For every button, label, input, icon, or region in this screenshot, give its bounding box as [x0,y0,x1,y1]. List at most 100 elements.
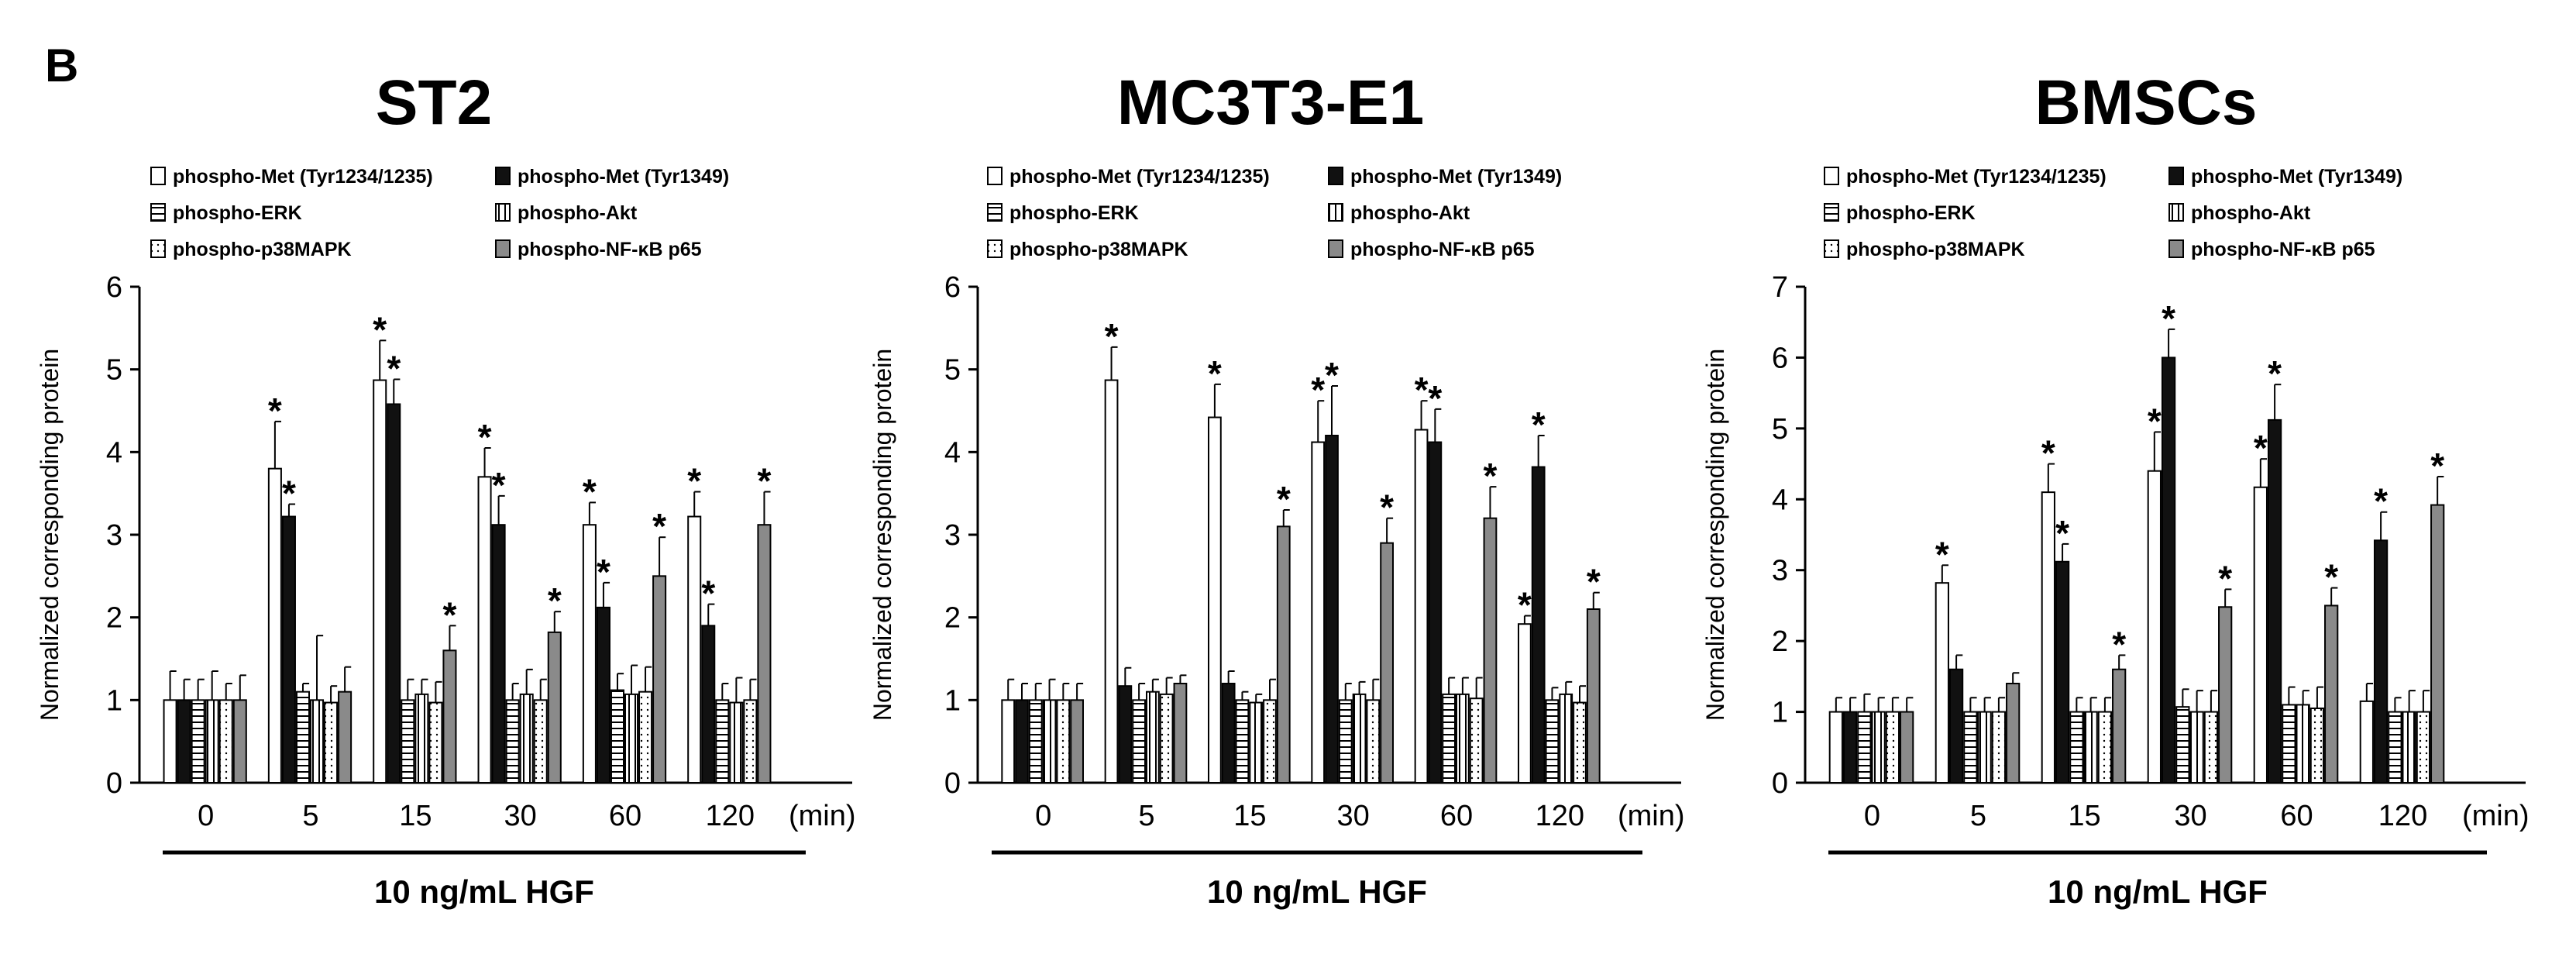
bar [652,575,667,784]
bar [2069,711,2084,784]
y-tick-label: 4 [1772,484,1788,516]
bar [1483,517,1498,784]
x-unit-label: (min) [789,800,856,832]
significance-marker: * [2162,298,2175,339]
x-tick-label: 15 [2068,800,2100,832]
x-tick-label: 0 [1035,800,1051,832]
significance-marker: * [1311,370,1325,410]
legend-label: phospho-NF-κB p65 [2191,239,2375,260]
bar [2282,704,2296,784]
bar [295,691,311,784]
bar [701,625,716,784]
y-tick-label: 0 [944,767,961,800]
y-tick-label: 0 [106,767,122,800]
bar [1900,711,1914,784]
bar [2161,356,2176,784]
y-tick-label: 0 [1772,767,1788,800]
panel-letter: B [45,40,79,91]
legend-label: phospho-ERK [173,202,302,224]
legend-swatch [495,239,511,258]
bar [1414,429,1429,784]
bar [2147,470,2162,784]
significance-marker: * [492,465,506,505]
legend-label: phospho-ERK [1009,202,1139,224]
legend-label: phospho-Met (Tyr1234/1235) [1846,166,2107,188]
bar [2324,604,2339,784]
bar [1469,697,1484,784]
legend-label: phospho-p38MAPK [1846,239,2025,260]
significance-marker: * [597,552,610,592]
bar [205,699,219,784]
legend-label: phospho-Akt [1350,202,1470,224]
significance-marker: * [2112,624,2126,664]
significance-marker: * [2374,481,2388,522]
bar [1104,379,1119,784]
bar [387,403,401,784]
bar [1235,699,1250,784]
y-axis-label: Normalized corresponding protein [1701,349,1729,721]
legend-swatch [987,203,1003,222]
legend-swatch [987,239,1003,258]
significance-marker: * [1532,405,1546,445]
x-unit-label: (min) [1618,800,1685,832]
legend-swatch [150,203,166,222]
bar [757,524,772,784]
bar [743,699,758,784]
x-tick-label: 0 [198,800,214,832]
bar [610,689,625,784]
bar [2430,504,2445,784]
bar [533,699,548,784]
bar [373,379,387,784]
bar [1380,542,1394,784]
y-tick-label: 2 [1772,625,1788,658]
bar [582,524,597,784]
legend-swatch [495,203,511,222]
x-tick-label: 60 [1440,800,1473,832]
y-tick-label: 2 [944,602,961,635]
legend-label: phospho-Met (Tyr1349) [2191,166,2402,188]
significance-marker: * [442,594,456,635]
y-tick-label: 5 [944,354,961,387]
x-axis-label: 10 ng/mL HGF [2048,873,2268,910]
bar [1559,693,1573,784]
bar [1015,699,1029,784]
legend-swatch [1328,167,1343,185]
significance-marker: * [1415,370,1429,410]
bar [267,467,282,784]
significance-marker: * [1325,355,1339,395]
bar [1428,441,1443,784]
significance-marker: * [757,461,771,501]
significance-marker: * [268,391,282,431]
bar [1042,699,1057,784]
bar [2373,539,2389,784]
bar [2296,704,2310,784]
bar [2041,491,2055,784]
legend-swatch [150,167,166,185]
significance-marker: * [282,474,296,514]
bar [310,699,325,784]
bar [2083,711,2098,784]
x-axis-label: 10 ng/mL HGF [374,873,594,910]
bar [232,699,247,784]
bar [281,515,296,784]
significance-marker: * [1277,479,1291,519]
bar [505,699,520,784]
bar [1325,435,1339,784]
significance-marker: * [2055,513,2069,553]
legend-label: phospho-Met (Tyr1234/1235) [173,166,433,188]
x-tick-label: 120 [706,800,755,832]
legend-label: phospho-ERK [1846,202,1976,224]
chart-title: BMSCs [2034,67,2257,138]
bar [401,699,415,784]
bar [2402,711,2416,784]
legend-swatch [2168,239,2184,258]
bar [1070,699,1084,784]
legend-label: phospho-Akt [518,202,638,224]
bar [324,701,339,784]
x-tick-label: 60 [2280,800,2313,832]
significance-marker: * [1105,316,1119,356]
bar [1857,711,1872,784]
bar [1545,699,1560,784]
x-tick-label: 5 [1138,800,1154,832]
